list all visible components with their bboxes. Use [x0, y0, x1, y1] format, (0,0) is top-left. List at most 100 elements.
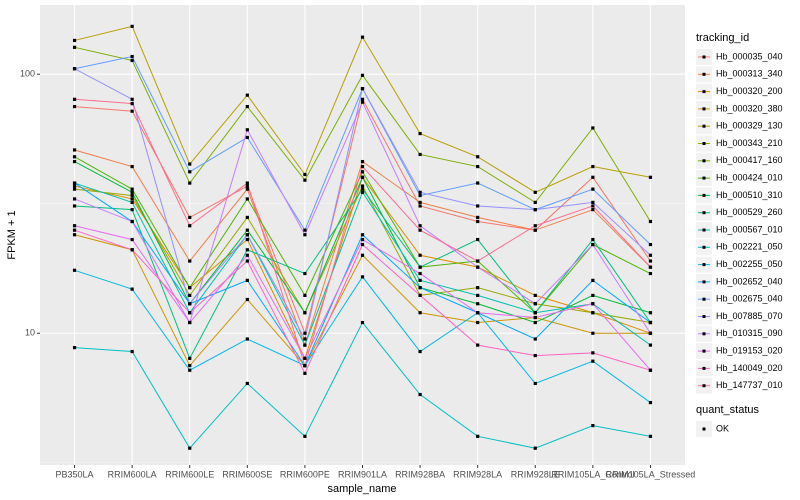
- legend-swatch-point: [702, 384, 706, 388]
- legend-label: Hb_000567_010: [716, 224, 783, 234]
- data-point: [476, 155, 480, 159]
- data-point: [648, 242, 653, 247]
- data-point: [72, 224, 77, 228]
- data-point: [303, 364, 307, 368]
- data-point: [245, 248, 249, 252]
- data-point: [418, 228, 422, 232]
- legend-swatch-point: [702, 366, 706, 370]
- data-point: [188, 162, 192, 166]
- x-tick-label: RRIM928LA: [453, 469, 502, 479]
- data-point: [72, 233, 77, 237]
- x-tick-label: RRIM600LA: [108, 469, 157, 479]
- data-point: [245, 93, 249, 97]
- legend2-label: OK: [716, 423, 729, 433]
- data-point: [591, 204, 595, 208]
- data-point: [188, 364, 192, 368]
- data-point: [476, 293, 480, 297]
- x-tick-label: RRIM901LA: [338, 469, 387, 479]
- data-point: [648, 400, 653, 405]
- data-point: [476, 311, 480, 315]
- data-point: [591, 278, 595, 282]
- legend-swatch-point: [702, 349, 706, 353]
- data-point: [360, 184, 365, 188]
- legend-label: Hb_000417_160: [716, 155, 783, 165]
- data-point: [533, 208, 537, 212]
- data-point: [591, 237, 595, 242]
- x-tick-label: RRIM600PE: [280, 469, 330, 479]
- legend-swatch-point: [702, 107, 706, 111]
- legend-swatch-point: [702, 176, 706, 180]
- legend-label: Hb_002675_040: [716, 294, 783, 304]
- x-tick-label: RRIM928LE: [511, 469, 560, 479]
- data-point: [476, 181, 480, 185]
- x-tick-label: RRIM928BA: [395, 469, 445, 479]
- data-point: [245, 135, 249, 140]
- data-point: [72, 148, 77, 152]
- data-point: [303, 172, 307, 177]
- data-point: [188, 181, 192, 185]
- data-point: [130, 237, 134, 242]
- data-point: [476, 434, 480, 438]
- data-point: [188, 286, 192, 290]
- data-point: [245, 197, 249, 201]
- data-point: [188, 368, 192, 372]
- legend-swatch-point: [702, 142, 706, 145]
- data-point: [303, 228, 307, 232]
- legend-swatch-point: [702, 159, 706, 163]
- data-point: [360, 190, 365, 194]
- data-point: [245, 187, 249, 191]
- legend-label: Hb_000510_310: [716, 190, 783, 200]
- legend-swatch-point: [702, 315, 706, 318]
- data-point: [245, 259, 249, 263]
- data-point: [418, 349, 422, 354]
- data-point: [72, 104, 77, 109]
- data-point: [476, 219, 480, 224]
- data-point: [360, 233, 365, 237]
- data-point: [360, 170, 365, 174]
- data-point: [533, 200, 537, 204]
- legend-label: Hb_000343_210: [716, 138, 783, 148]
- data-point: [591, 187, 595, 191]
- data-point: [245, 233, 249, 237]
- data-point: [130, 200, 134, 204]
- data-point: [72, 97, 77, 101]
- legend-swatch-point: [702, 297, 706, 301]
- legend-swatch-point: [702, 55, 706, 59]
- data-point: [130, 102, 134, 106]
- data-point: [72, 159, 77, 164]
- data-point: [418, 265, 422, 269]
- x-tick-label: RRIM105LA_Control: [551, 469, 634, 479]
- data-point: [476, 259, 480, 263]
- data-point: [245, 104, 249, 109]
- data-point: [360, 35, 365, 39]
- data-point: [360, 275, 365, 279]
- legend-title: tracking_id: [696, 32, 749, 44]
- data-point: [418, 190, 422, 194]
- data-point: [418, 311, 422, 315]
- data-point: [533, 353, 537, 358]
- data-point: [591, 175, 595, 179]
- x-axis-title: sample_name: [327, 483, 396, 495]
- legend-swatch-point: [702, 280, 706, 284]
- data-point: [188, 356, 192, 360]
- data-point: [418, 152, 422, 157]
- data-point: [245, 337, 249, 341]
- data-point: [591, 302, 595, 306]
- data-point: [476, 204, 480, 208]
- data-point: [245, 297, 249, 302]
- data-point: [72, 268, 77, 272]
- data-point: [303, 233, 307, 237]
- data-point: [188, 224, 192, 228]
- data-point: [476, 286, 480, 290]
- data-point: [476, 164, 480, 169]
- data-point: [130, 54, 134, 59]
- data-point: [533, 190, 537, 194]
- legend-label: Hb_007885_070: [716, 311, 783, 321]
- data-point: [303, 434, 307, 438]
- data-point: [648, 434, 653, 438]
- legend-label: Hb_000035_040: [716, 51, 783, 61]
- data-point: [418, 200, 422, 204]
- data-point: [303, 331, 307, 335]
- legend-swatch-point: [702, 124, 706, 128]
- data-point: [648, 259, 653, 263]
